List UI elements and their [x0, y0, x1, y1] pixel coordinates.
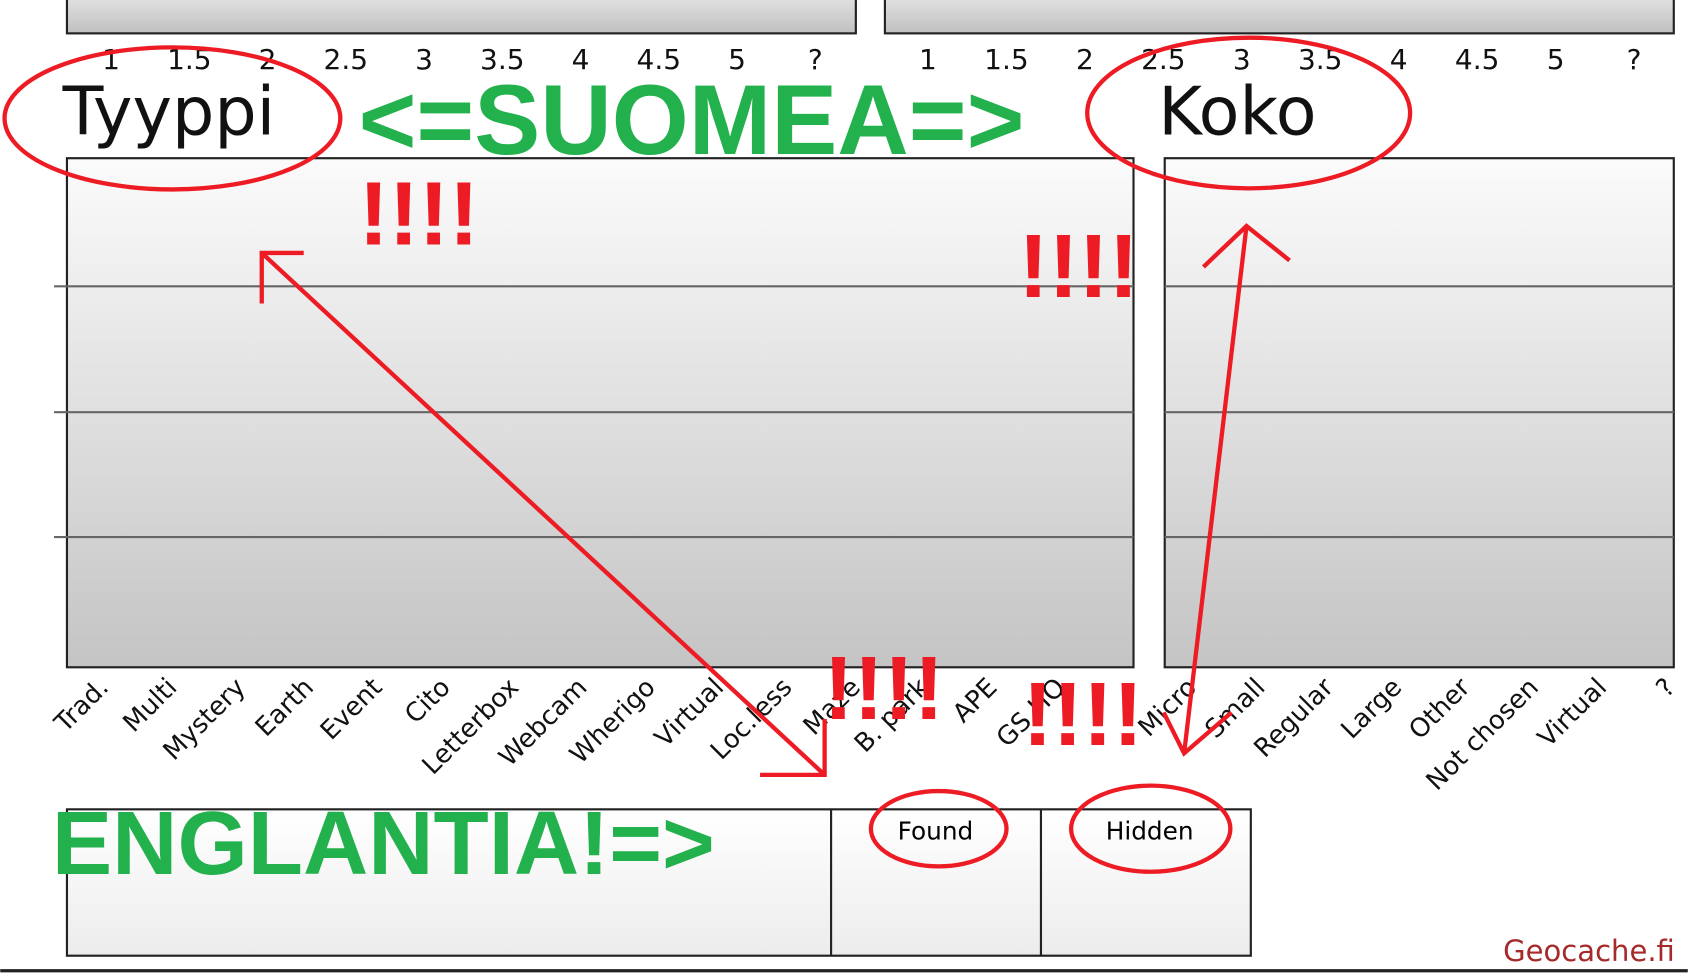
annotation-finnish: <=SUOMEA=>: [359, 64, 1025, 175]
exclaim: !!!!: [359, 163, 479, 264]
top-tick-label: 2: [1076, 43, 1094, 76]
category-label: APE: [947, 673, 1003, 729]
top-tick-label: 4: [1390, 43, 1408, 76]
category-label: Trad.: [48, 673, 114, 739]
legend-found: Found: [898, 816, 974, 845]
exclaim: !!!!: [1018, 216, 1138, 317]
top-tick-label: 3: [1233, 43, 1251, 76]
top-tick-label: 3: [415, 43, 433, 76]
category-label: Large: [1335, 673, 1408, 746]
type-title: Tyyppi: [62, 73, 276, 151]
category-label: ?: [1651, 673, 1682, 704]
top-tick-label: 3.5: [480, 43, 524, 76]
annotation-shapes: [2, 35, 1413, 874]
top-panel: [65, 0, 857, 35]
top-panel: [883, 0, 1675, 35]
top-tick-label: ?: [1627, 43, 1642, 76]
top-tick-label: 1: [102, 43, 120, 76]
legend-hidden: Hidden: [1106, 816, 1194, 845]
annotation-english: ENGLANTIA!=>: [52, 793, 715, 894]
top-tick-label: 4.5: [637, 43, 681, 76]
exclaim: !!!!: [824, 638, 944, 739]
top-tick-label: 1: [919, 43, 937, 76]
category-label: Event: [315, 673, 389, 747]
top-tick-label: 1.5: [984, 43, 1028, 76]
top-tick-label: 5: [728, 43, 746, 76]
grid: [54, 285, 1674, 539]
top-tick-label: 5: [1547, 43, 1565, 76]
exclaim: !!!!: [1023, 664, 1143, 765]
category-label: Cito: [399, 673, 456, 730]
top-tick-label: 4: [572, 43, 590, 76]
category-label: Earth: [250, 673, 320, 743]
legend-table: [65, 808, 1252, 957]
category-label: Virtual: [1532, 673, 1613, 754]
size-title: Koko: [1158, 73, 1316, 151]
top-tick-label: 4.5: [1455, 43, 1499, 76]
top-tick-label: ?: [808, 43, 823, 76]
footer-brand: Geocache.fi: [1503, 934, 1675, 968]
top-tick-label: 2.5: [324, 43, 368, 76]
